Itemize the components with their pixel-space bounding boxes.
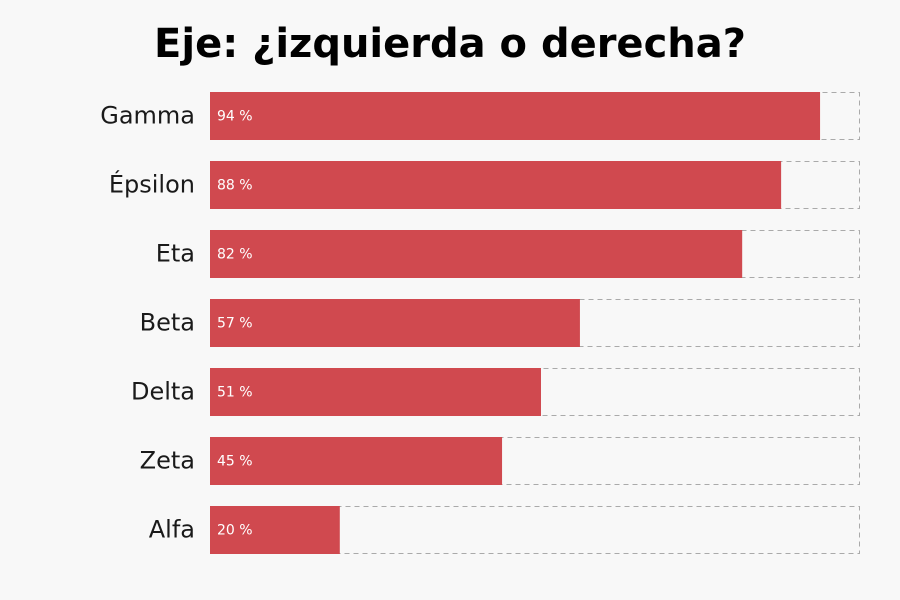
bar-alfa <box>210 506 340 554</box>
value-label-alfa: 20 % <box>217 523 253 539</box>
value-label-epsilon: 88 % <box>217 178 253 194</box>
bar-zeta <box>210 437 503 485</box>
category-label-delta: Delta <box>131 378 195 406</box>
category-label-zeta: Zeta <box>140 447 195 475</box>
category-label-gamma: Gamma <box>100 102 195 130</box>
bar-delta <box>210 368 541 416</box>
category-label-alfa: Alfa <box>149 516 195 544</box>
value-labels: 94 % 88 % 82 % 57 % 51 % 45 % 20 % <box>217 109 253 539</box>
value-label-delta: 51 % <box>217 385 253 401</box>
bar-beta <box>210 299 580 347</box>
value-label-eta: 82 % <box>217 247 253 263</box>
category-labels: Gamma Épsilon Eta Beta Delta Zeta Alfa <box>100 102 195 544</box>
bar-eta <box>210 230 743 278</box>
category-label-beta: Beta <box>140 309 195 337</box>
bar-gamma <box>210 92 821 140</box>
value-label-zeta: 45 % <box>217 454 253 470</box>
bar-epsilon <box>210 161 782 209</box>
bars <box>210 92 821 554</box>
category-label-eta: Eta <box>156 240 195 268</box>
value-label-beta: 57 % <box>217 316 253 332</box>
chart-title: Eje: ¿izquierda o derecha? <box>154 21 746 67</box>
value-label-gamma: 94 % <box>217 109 253 125</box>
category-label-epsilon: Épsilon <box>109 170 195 199</box>
